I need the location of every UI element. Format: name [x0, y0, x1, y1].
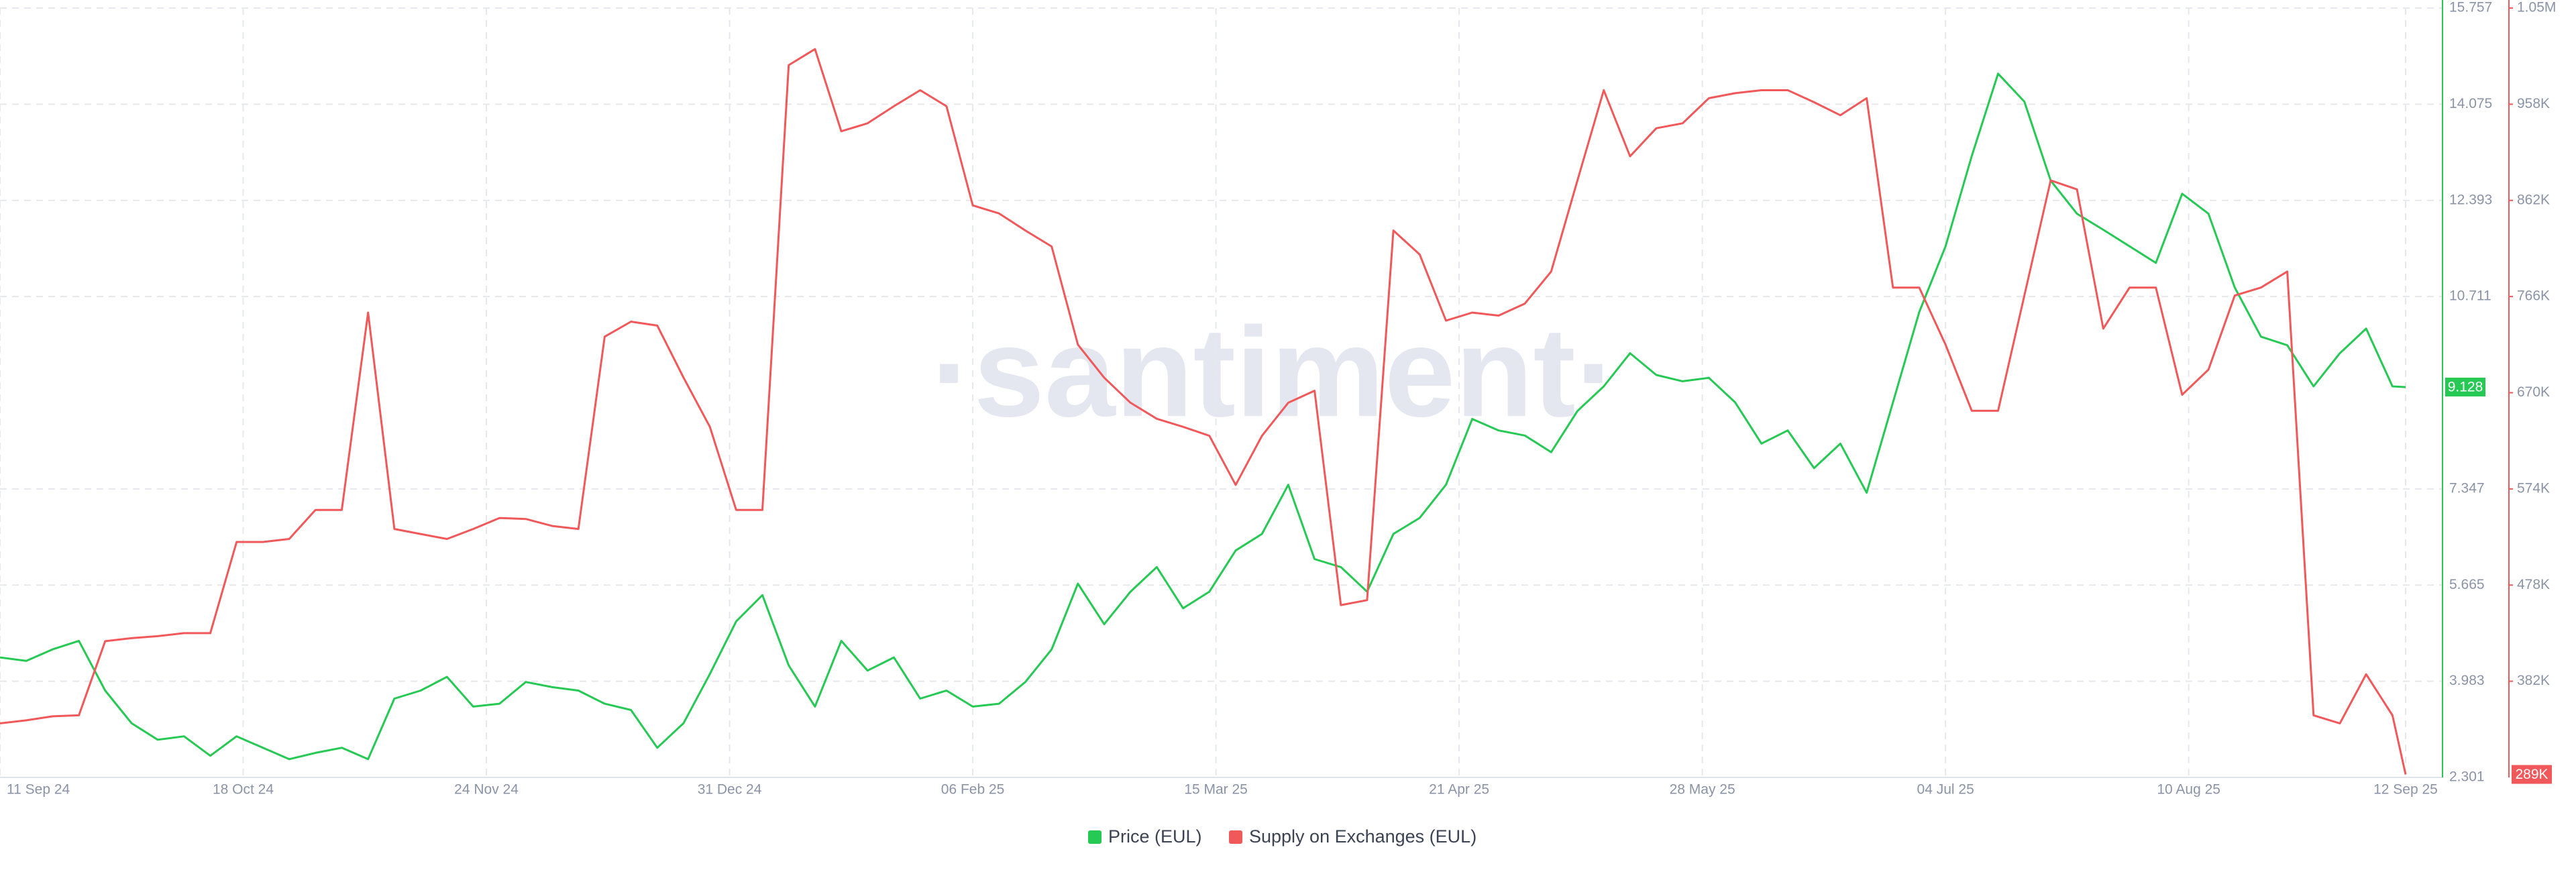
last-value-badge [2512, 765, 2552, 784]
y-tick-label: 14.075 [2449, 96, 2492, 111]
x-tick-label: 21 Apr 25 [1429, 782, 1489, 798]
legend-label: Price (EUL) [1108, 826, 1202, 847]
x-tick-label: 15 Mar 25 [1184, 782, 1248, 798]
y-tick-label: 3.983 [2449, 673, 2485, 688]
last-value-badge [2445, 378, 2485, 397]
x-tick-label: 06 Feb 25 [941, 782, 1005, 798]
y2-tick-label: 862K [2517, 192, 2550, 207]
y-tick-label: 5.665 [2449, 577, 2485, 592]
y2-tick-label: 766K [2517, 288, 2550, 304]
y2-tick-label: 670K [2517, 384, 2550, 400]
y2-tick-label: 958K [2517, 96, 2550, 111]
x-tick-label: 28 May 25 [1670, 782, 1735, 798]
legend-swatch [1088, 830, 1102, 844]
watermark: ·santiment· [931, 301, 1618, 443]
y2-tick-label: 478K [2517, 577, 2550, 592]
y2-tick-label: 574K [2517, 480, 2550, 496]
y2-tick-label: 1.05M [2517, 0, 2556, 15]
series-line [0, 72, 2406, 761]
x-tick-label: 12 Sep 25 [2373, 782, 2438, 798]
y-tick-label: 12.393 [2449, 192, 2492, 207]
y-tick-label: 10.711 [2449, 288, 2491, 304]
last-value-label: 9.128 [2448, 380, 2483, 395]
x-tick-label: 10 Aug 25 [2157, 782, 2220, 798]
x-tick-label: 11 Sep 24 [7, 782, 70, 798]
y-tick-label: 2.301 [2449, 769, 2485, 785]
y-tick-label: 15.757 [2449, 0, 2492, 15]
y2-tick-label: 382K [2517, 673, 2550, 688]
x-tick-label: 31 Dec 24 [698, 782, 762, 798]
series-line [0, 48, 2407, 775]
last-value-label: 289K [2515, 767, 2548, 782]
legend-label: Supply on Exchanges (EUL) [1249, 826, 1477, 847]
legend-swatch [1229, 830, 1242, 844]
x-tick-label: 18 Oct 24 [213, 782, 274, 798]
x-tick-label: 04 Jul 25 [1917, 782, 1974, 798]
y-tick-label: 7.347 [2449, 480, 2485, 496]
x-tick-label: 24 Nov 24 [454, 782, 519, 798]
